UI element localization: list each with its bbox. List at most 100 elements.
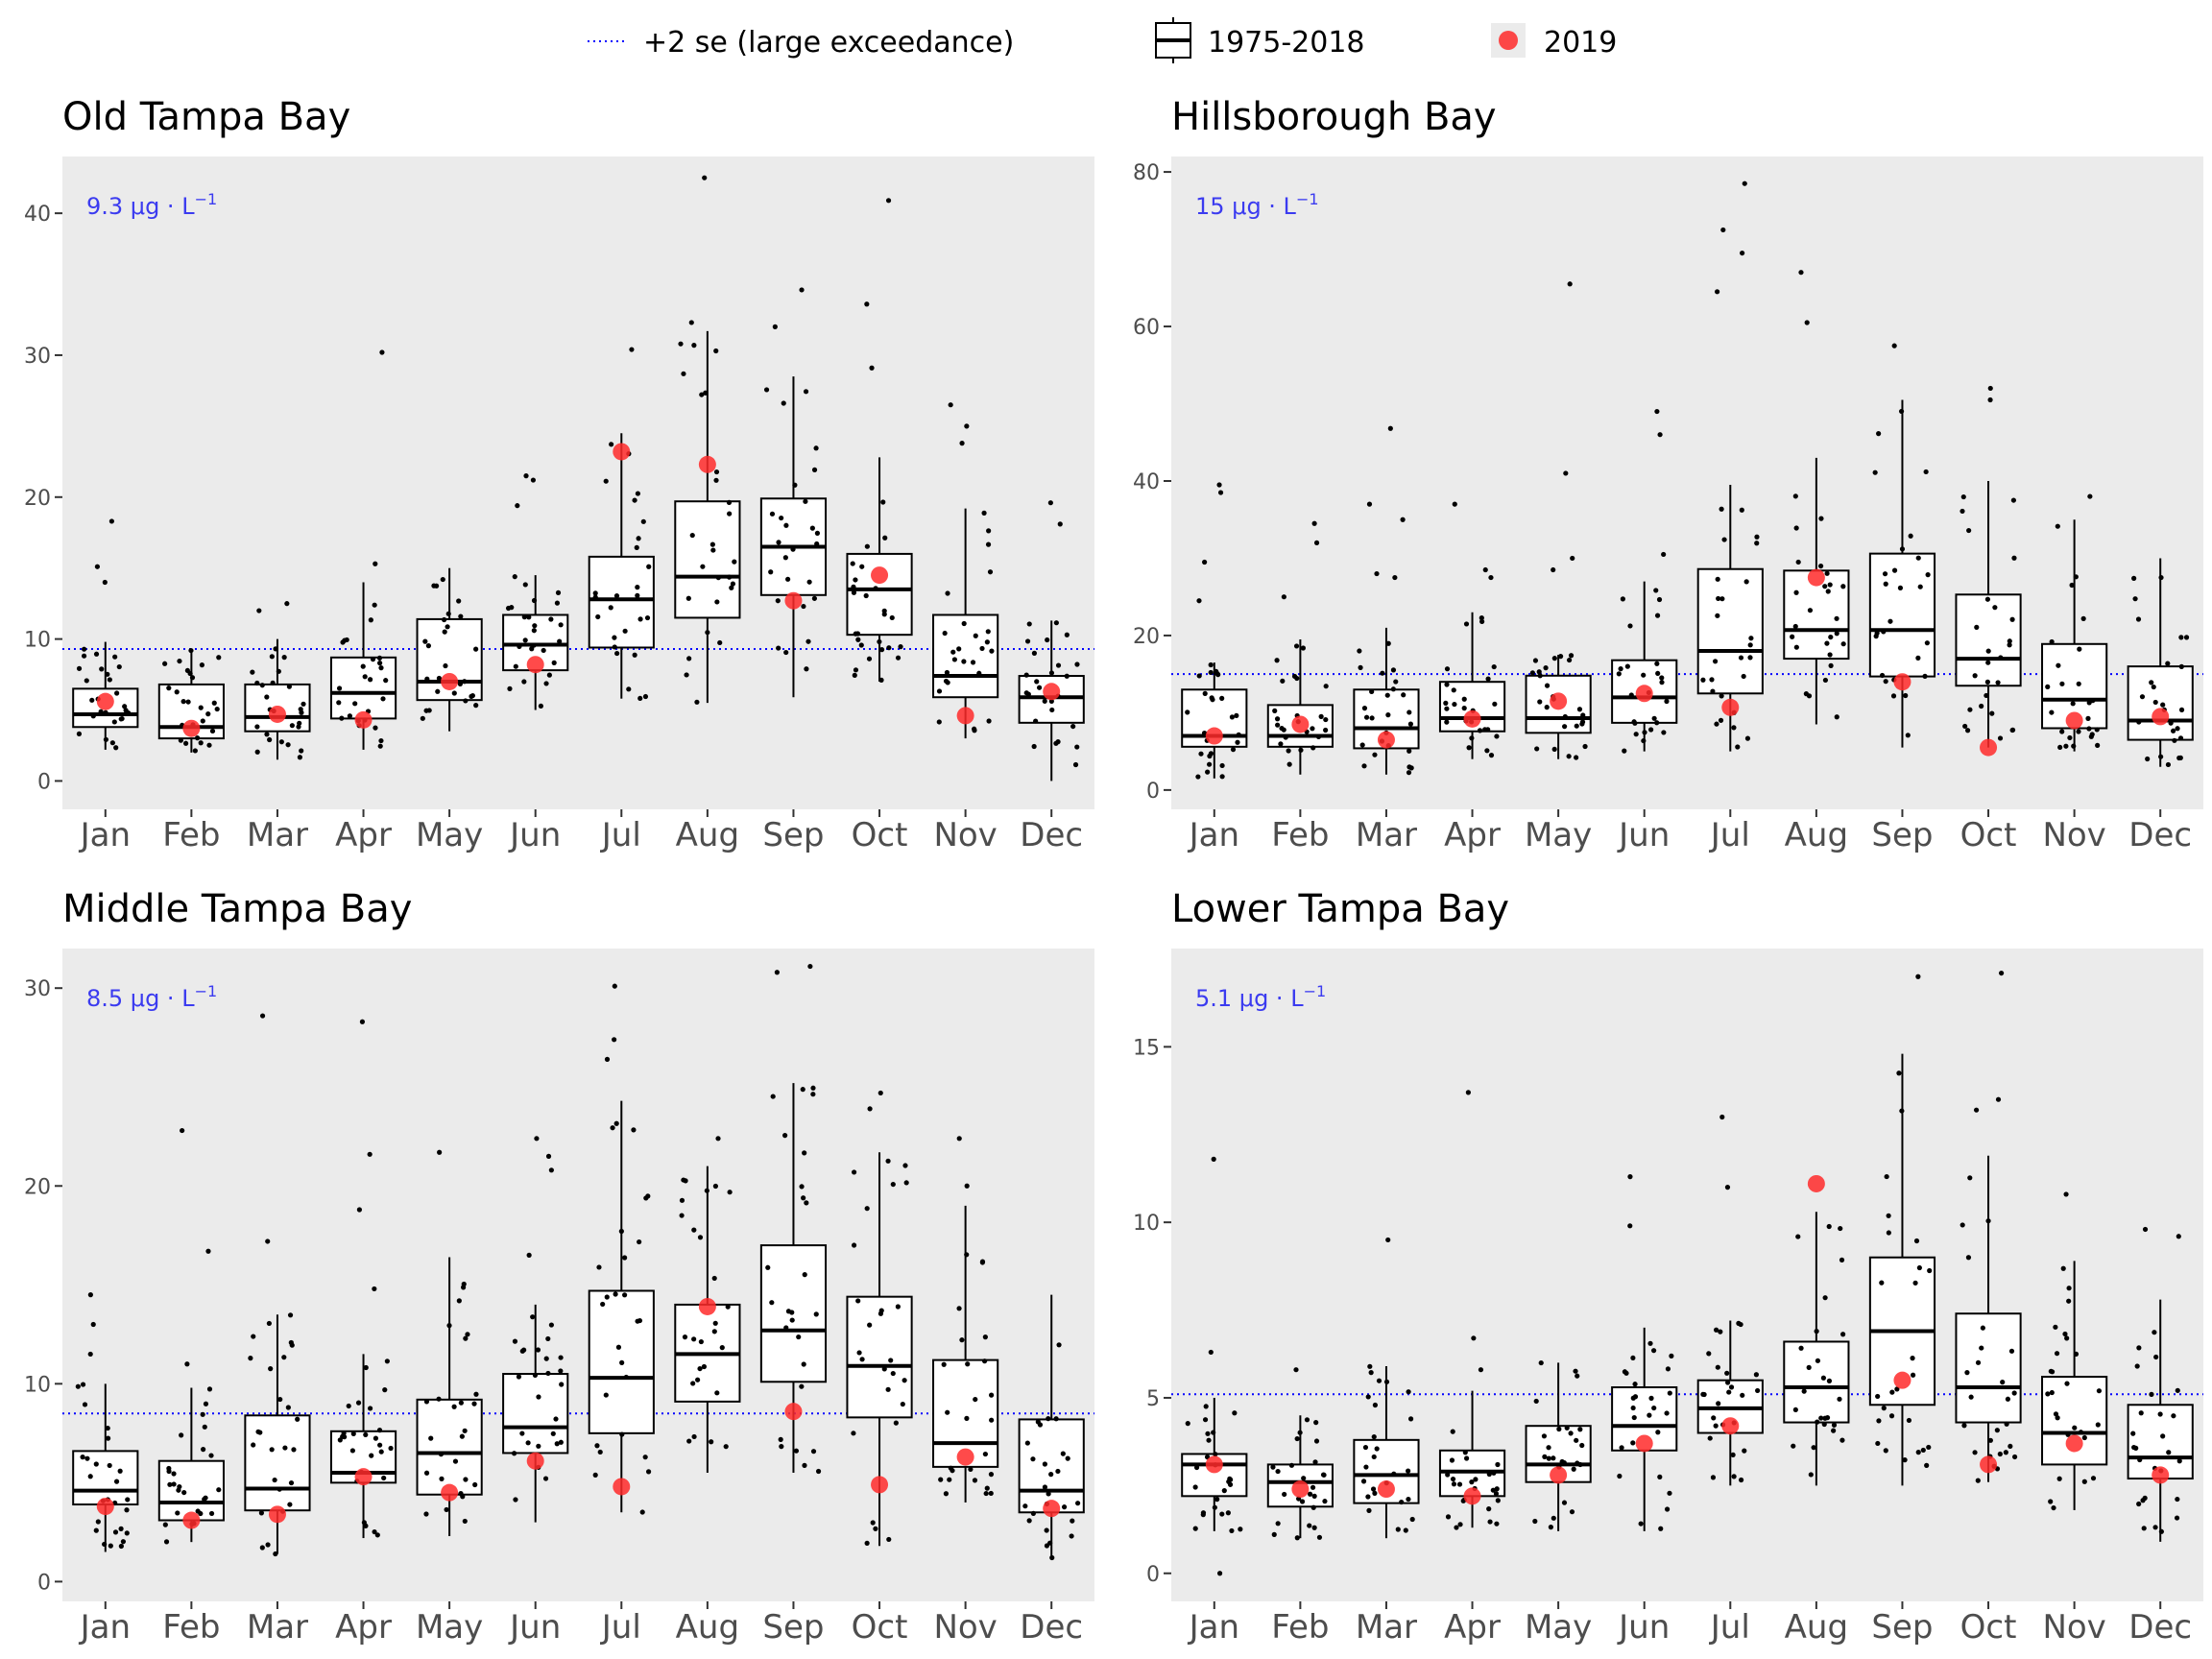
obs-point — [802, 1462, 807, 1468]
obs-point — [459, 1433, 465, 1439]
obs-point — [1294, 1435, 1300, 1442]
obs-point — [2007, 638, 2012, 644]
obs-point — [698, 1338, 704, 1345]
obs-point — [1725, 1380, 1731, 1385]
obs-point — [878, 677, 884, 683]
box-may — [416, 1149, 483, 1536]
obs-point — [2086, 726, 2092, 732]
obs-point — [984, 1485, 990, 1491]
obs-point — [2011, 1390, 2017, 1396]
obs-point — [2172, 737, 2177, 743]
obs-point — [637, 695, 643, 702]
obs-point — [2045, 684, 2051, 689]
y-tick-label: 20 — [1133, 625, 1160, 649]
obs-point — [1927, 1267, 1933, 1274]
obs-point — [349, 1448, 355, 1454]
point-2019 — [871, 1476, 889, 1494]
obs-point — [1795, 1234, 1801, 1239]
obs-point — [1022, 1503, 1028, 1509]
obs-point — [1227, 1481, 1234, 1487]
obs-point — [713, 469, 720, 475]
obs-point — [1886, 1230, 1891, 1236]
legend: +2 se (large exceedance) 1975-2018 2019 — [588, 17, 1617, 63]
x-tick-label: Dec — [2128, 816, 2192, 854]
obs-point — [442, 616, 447, 623]
obs-point — [1665, 1366, 1671, 1372]
obs-point — [443, 662, 448, 669]
obs-point — [1922, 673, 1928, 679]
outlier-point — [534, 1136, 540, 1142]
obs-point — [1215, 672, 1221, 678]
outlier-point — [1313, 540, 1320, 545]
obs-point — [1534, 746, 1540, 752]
obs-point — [124, 1530, 130, 1536]
obs-point — [2176, 755, 2182, 761]
obs-point — [1538, 1359, 1544, 1366]
obs-point — [1972, 1450, 1978, 1455]
obs-point — [878, 1310, 884, 1316]
obs-point — [1360, 1479, 1367, 1484]
obs-point — [1391, 1471, 1397, 1477]
obs-point — [691, 1227, 697, 1233]
obs-point — [1390, 686, 1396, 692]
obs-point — [545, 1335, 551, 1342]
obs-point — [512, 574, 517, 580]
obs-point — [1192, 1484, 1198, 1490]
x-tick-label: Feb — [162, 816, 220, 854]
obs-point — [531, 628, 537, 634]
obs-point — [1055, 1468, 1061, 1475]
obs-point — [1490, 1487, 1496, 1493]
outlier-point — [1567, 281, 1573, 287]
outlier-point — [90, 1321, 96, 1328]
obs-point — [813, 1311, 819, 1317]
outlier-point — [612, 1037, 617, 1043]
obs-point — [1064, 673, 1070, 679]
obs-point — [112, 654, 118, 660]
obs-point — [1814, 1329, 1819, 1334]
obs-point — [942, 630, 948, 637]
obs-point — [711, 1275, 717, 1282]
obs-point — [790, 546, 796, 552]
x-tick-label: Jan — [1188, 816, 1239, 854]
y-tick-label: 10 — [24, 629, 51, 653]
obs-point — [1072, 761, 1079, 768]
outlier-point — [1293, 1367, 1299, 1373]
obs-point — [531, 597, 538, 604]
obs-point — [1235, 739, 1240, 745]
obs-point — [102, 1541, 108, 1548]
x-tick-label: Mar — [247, 1608, 308, 1647]
obs-point — [1826, 1378, 1833, 1383]
obs-point — [699, 392, 705, 397]
x-tick-label: May — [1525, 816, 1592, 854]
obs-point — [87, 1474, 93, 1479]
obs-point — [1968, 1394, 1974, 1400]
obs-point — [902, 1163, 908, 1168]
x-tick-label: Jan — [1188, 1608, 1239, 1647]
obs-point — [2054, 1351, 2060, 1357]
obs-point — [122, 704, 128, 709]
obs-point — [1479, 618, 1485, 625]
obs-point — [2056, 1476, 2062, 1481]
obs-point — [1659, 675, 1665, 681]
outlier-point — [799, 287, 805, 293]
obs-point — [2060, 1265, 2066, 1271]
obs-point — [289, 723, 295, 729]
obs-point — [105, 671, 110, 677]
obs-point — [2137, 1456, 2143, 1463]
obs-point — [272, 1477, 277, 1483]
obs-point — [711, 1329, 717, 1334]
obs-point — [1307, 1491, 1313, 1497]
obs-point — [1074, 661, 1080, 667]
obs-point — [369, 1453, 374, 1458]
obs-point — [428, 1435, 434, 1441]
obs-point — [542, 1476, 549, 1481]
panel-title: Hillsborough Bay — [1171, 95, 1497, 139]
obs-point — [1575, 1373, 1580, 1379]
obs-point — [2135, 616, 2142, 622]
obs-point — [205, 711, 211, 717]
obs-point — [1380, 670, 1385, 676]
outlier-point — [1452, 501, 1457, 507]
box-dec — [1018, 1294, 1085, 1561]
obs-point — [866, 656, 873, 661]
obs-point — [730, 581, 736, 587]
